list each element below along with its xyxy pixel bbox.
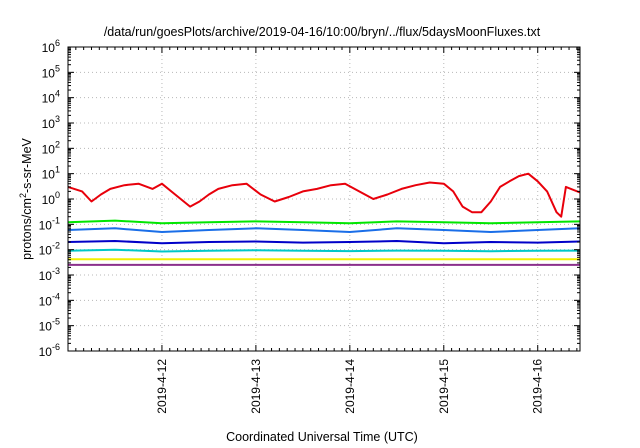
y-tick-label: 104 [42,89,60,106]
y-tick-label: 106 [42,38,60,55]
y-axis-label: protons/cm2-s-sr-MeV [18,137,34,259]
series-line-0 [67,172,581,218]
series-line-4 [67,248,581,253]
x-tick-label: 2019-4-14 [343,359,357,414]
grid-lines [68,47,580,351]
y-tick-label: 105 [42,63,60,80]
y-tick-label: 102 [42,139,60,156]
x-tick-label: 2019-4-13 [249,359,263,414]
y-tick-label: 10-6 [39,342,60,359]
x-tick-label: 2019-4-16 [531,359,545,414]
y-tick-label: 10-1 [39,215,60,232]
y-tick-label: 101 [42,165,60,182]
series-line-3 [67,240,581,245]
y-tick-label: 10-4 [39,291,60,308]
data-series [67,172,581,266]
y-tick-label: 10-2 [39,241,60,258]
y-tick-label: 100 [42,190,60,207]
x-tick-label: 2019-4-12 [155,359,169,414]
y-axis-ticks: 10-6 10-5 10-4 10-3 10-2 10-1 100 101 102 103 104 1… [39,38,580,359]
series-line-1 [67,219,581,225]
x-axis-label: Coordinated Universal Time (UTC) [226,430,418,444]
series-line-2 [67,227,581,233]
y-tick-label: 10-5 [39,317,60,334]
chart-title: /data/run/goesPlots/archive/2019-04-16/1… [104,25,541,39]
y-tick-label: 103 [42,114,60,131]
x-tick-label: 2019-4-15 [437,359,451,414]
y-tick-label: 10-3 [39,266,60,283]
x-axis-ticks: 2019-4-12 2019-4-13 2019-4-14 2019-4-15 2019… [67,47,578,414]
